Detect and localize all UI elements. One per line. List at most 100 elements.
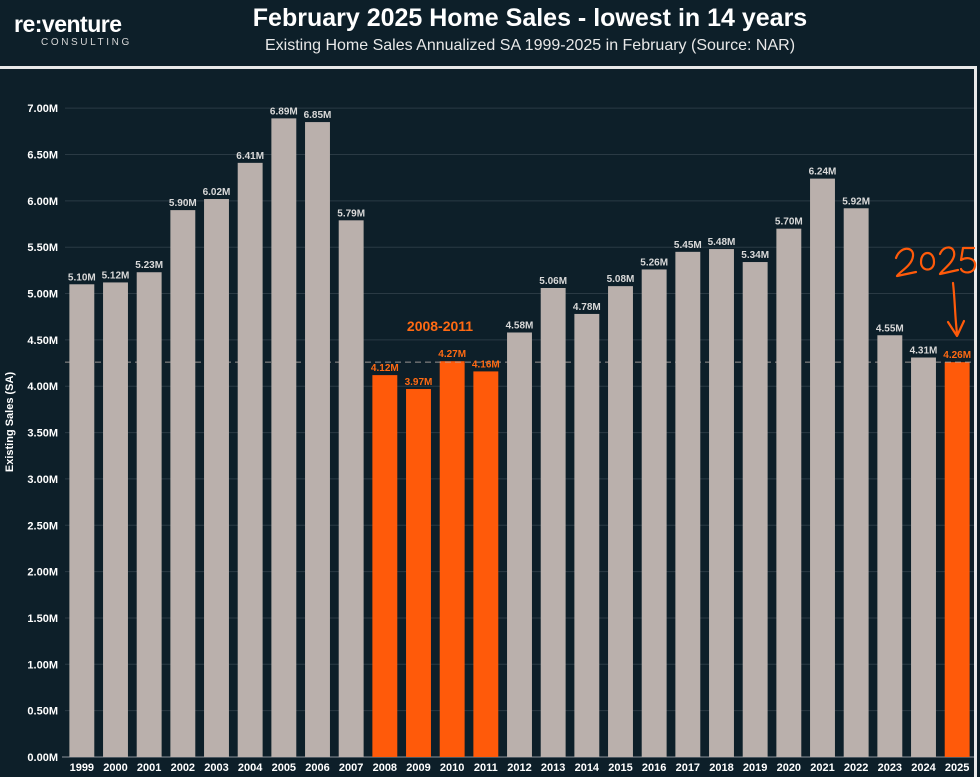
bar-2007 xyxy=(338,220,364,757)
bar-value-label: 6.89M xyxy=(270,106,298,117)
bar-value-label: 4.31M xyxy=(910,346,938,357)
bar-value-label: 6.24M xyxy=(809,167,837,178)
bar-2014 xyxy=(574,313,600,757)
bar-value-label: 6.85M xyxy=(304,110,332,121)
y-tick-label: 3.00M xyxy=(27,474,58,486)
bar-2023 xyxy=(877,335,903,757)
x-tick-label: 2009 xyxy=(406,762,430,774)
bar-2004 xyxy=(237,162,263,757)
x-tick-label: 2001 xyxy=(137,762,161,774)
y-tick-label: 7.00M xyxy=(27,103,58,115)
bar-2001 xyxy=(136,272,162,757)
bar-2020 xyxy=(776,228,802,758)
x-tick-label: 2017 xyxy=(676,762,700,774)
x-tick-label: 2016 xyxy=(642,762,666,774)
x-tick-label: 2021 xyxy=(810,762,834,774)
bar-value-label: 5.10M xyxy=(68,272,96,283)
bar-value-label: 5.08M xyxy=(607,274,635,285)
chart-title: February 2025 Home Sales - lowest in 14 … xyxy=(252,4,808,32)
bar-2009 xyxy=(406,389,431,757)
bar-value-label: 5.23M xyxy=(135,260,163,271)
bar-2017 xyxy=(675,251,701,758)
bar-value-label: 5.06M xyxy=(539,276,567,287)
y-tick-label: 4.00M xyxy=(27,381,58,393)
bar-2005 xyxy=(271,118,297,757)
bar-value-label: 4.55M xyxy=(876,323,904,334)
bar-value-label: 4.26M xyxy=(943,350,971,361)
y-tick-label: 2.50M xyxy=(27,520,58,532)
handwritten-arrow xyxy=(946,281,966,338)
y-tick-label: 0.00M xyxy=(27,752,58,764)
header-divider xyxy=(0,66,976,69)
bar-value-label: 4.16M xyxy=(472,359,500,370)
x-tick-label: 2022 xyxy=(844,762,868,774)
bar-2022 xyxy=(843,208,869,758)
x-tick-label: 2004 xyxy=(238,762,263,774)
bar-2006 xyxy=(305,122,330,757)
bar-2019 xyxy=(742,262,768,757)
brand-name: re:venture xyxy=(14,11,122,37)
bar-value-label: 5.92M xyxy=(842,196,870,207)
x-tick-label: 1999 xyxy=(70,762,94,774)
bar-2025 xyxy=(944,362,970,757)
bar-2008 xyxy=(372,375,398,757)
bar-2010 xyxy=(439,361,465,757)
bar-value-label: 5.90M xyxy=(169,198,197,209)
x-tick-label: 2000 xyxy=(103,762,127,774)
y-tick-label: 6.50M xyxy=(27,150,58,162)
bar-value-label: 5.48M xyxy=(708,237,736,248)
x-tick-label: 2024 xyxy=(911,762,936,774)
x-tick-label: 2002 xyxy=(171,762,195,774)
bar-value-label: 6.02M xyxy=(203,187,231,198)
bar-value-label: 4.12M xyxy=(371,363,399,374)
x-tick-label: 2010 xyxy=(440,762,464,774)
bar-value-label: 3.97M xyxy=(405,377,433,388)
y-tick-label: 5.00M xyxy=(27,289,58,301)
bar-value-labels: 5.10M 5.12M 5.23M 5.90M 6.02M 6.41M 6.89M 6.85M… xyxy=(68,106,971,388)
bar-2002 xyxy=(170,210,196,757)
bar-value-label: 6.41M xyxy=(236,151,264,162)
y-tick-label: 1.00M xyxy=(27,659,58,671)
chart-subtitle: Existing Home Sales Annualized SA 1999-2… xyxy=(264,37,796,54)
y-tick-label: 6.00M xyxy=(27,196,58,208)
y-tick-label: 4.50M xyxy=(27,335,58,347)
x-tick-label: 2003 xyxy=(204,762,228,774)
brand-logo: re:venture CONSULTING xyxy=(14,12,134,48)
x-tick-label: 2018 xyxy=(709,762,733,774)
bar-2013 xyxy=(540,287,566,757)
bar-value-label: 5.12M xyxy=(102,270,130,281)
y-tick-label: 0.50M xyxy=(27,706,58,718)
bar-value-label: 4.58M xyxy=(506,320,534,331)
x-tick-label: 2006 xyxy=(305,762,329,774)
y-tick-label: 3.50M xyxy=(27,428,58,440)
annotation-2008-2011: 2008-2011 xyxy=(406,318,474,334)
bar-2011 xyxy=(473,371,499,757)
bar-value-label: 5.26M xyxy=(640,257,668,268)
bar-2003 xyxy=(204,199,229,757)
x-tick-label: 2007 xyxy=(339,762,363,774)
x-tick-label: 2014 xyxy=(575,762,600,774)
bar-2012 xyxy=(507,332,532,757)
bar-2018 xyxy=(709,249,734,758)
x-tick-label: 2012 xyxy=(507,762,531,774)
bar-1999 xyxy=(69,284,95,757)
x-tick-label: 2013 xyxy=(541,762,565,774)
right-border xyxy=(974,66,977,777)
brand-tagline: CONSULTING xyxy=(41,37,132,48)
x-axis-ticks: 1999 2000 2001 2002 2003 2004 2005 2006 2007 2008… xyxy=(70,762,970,774)
x-tick-label: 2020 xyxy=(777,762,801,774)
bar-2024 xyxy=(911,357,936,757)
bar-2021 xyxy=(810,178,835,757)
x-tick-label: 2015 xyxy=(608,762,632,774)
bar-value-label: 5.70M xyxy=(775,217,803,228)
handwritten-2025-text xyxy=(894,246,977,278)
x-tick-label: 2005 xyxy=(272,762,296,774)
bar-2015 xyxy=(608,286,633,757)
handwritten-2025-annotation xyxy=(894,246,977,338)
y-tick-label: 5.50M xyxy=(27,242,58,254)
x-tick-label: 2023 xyxy=(878,762,902,774)
bar-value-label: 4.78M xyxy=(573,302,601,313)
x-tick-label: 2025 xyxy=(945,762,969,774)
bar-2000 xyxy=(103,282,128,757)
